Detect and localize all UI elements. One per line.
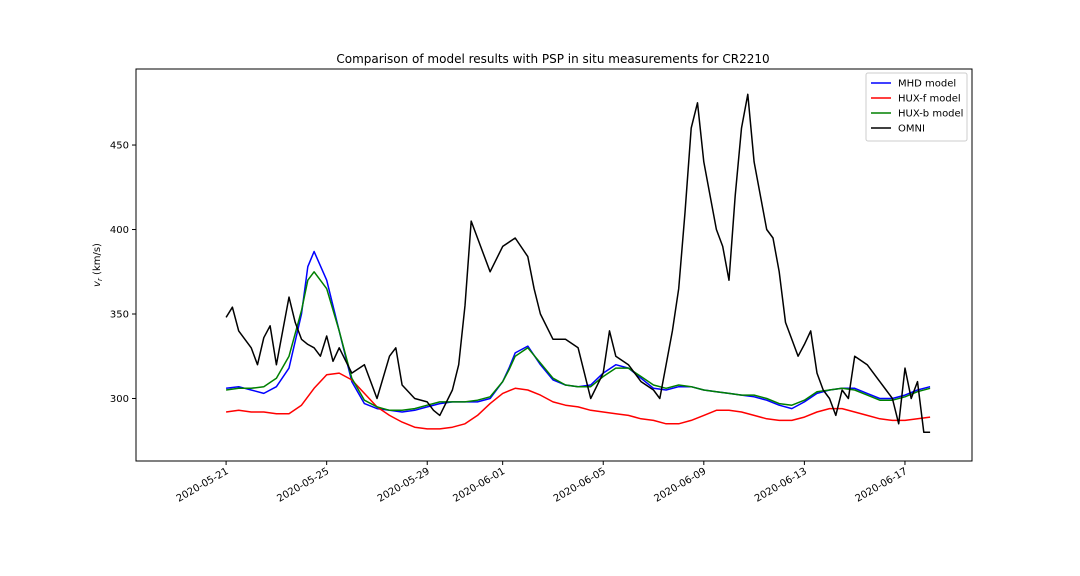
x-axis: 2020-05-21 2020-05-25 2020-05-29 2020-06-01… — [175, 461, 910, 505]
x-tick-label: 2020-05-21 — [175, 466, 231, 505]
y-tick-label: 300 — [110, 394, 129, 405]
series-line-mhd-model — [226, 250, 931, 413]
y-axis: 300 350 400 450 — [110, 141, 136, 405]
legend: MHD model HUX-f model HUX-b model OMNI — [865, 72, 968, 142]
legend-label: HUX-f model — [898, 94, 961, 105]
y-tick-label: 350 — [110, 310, 129, 321]
x-tick-label: 2020-06-01 — [451, 466, 507, 505]
y-axis-label-sub: r — [96, 277, 104, 281]
series-layer — [225, 93, 931, 434]
legend-label: MHD model — [898, 79, 956, 90]
series-line-hux-b-model — [225, 271, 931, 412]
y-axis-label-unit: (km/s) — [92, 243, 103, 278]
x-tick-label: 2020-05-25 — [275, 466, 331, 505]
x-tick-label: 2020-06-17 — [854, 466, 910, 505]
y-axis-label: vr (km/s) — [92, 243, 104, 287]
chart-title: Comparison of model results with PSP in … — [336, 52, 769, 66]
series-line-hux-f-model — [225, 372, 931, 430]
x-tick-label: 2020-06-05 — [552, 466, 608, 505]
x-tick-label: 2020-06-13 — [753, 466, 809, 505]
series-line-omni — [225, 93, 931, 434]
y-tick-label: 400 — [110, 225, 129, 236]
x-tick-label: 2020-06-09 — [652, 466, 708, 505]
y-axis-label-var: v — [92, 280, 103, 287]
legend-label: HUX-b model — [898, 109, 963, 120]
x-tick-label: 2020-05-29 — [376, 466, 432, 505]
y-tick-label: 450 — [110, 141, 129, 152]
plot-frame — [135, 68, 973, 462]
legend-box — [865, 72, 968, 142]
legend-label: OMNI — [898, 124, 925, 135]
